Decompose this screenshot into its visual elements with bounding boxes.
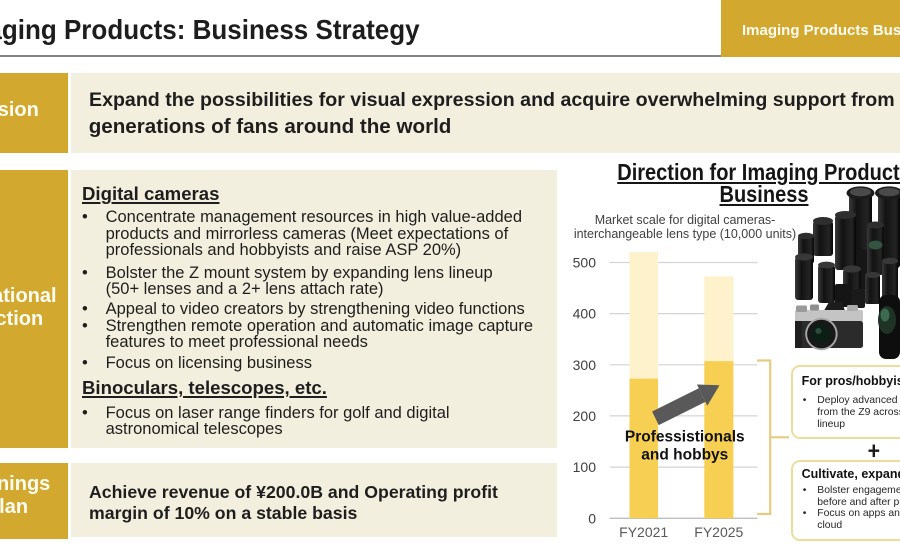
svg-text:500: 500 xyxy=(573,255,597,271)
svg-text:300: 300 xyxy=(573,357,597,373)
svg-text:100: 100 xyxy=(573,459,597,475)
svg-text:0: 0 xyxy=(588,510,596,526)
svg-text:and hobbys: and hobbys xyxy=(641,447,728,464)
svg-text:Professistionals: Professistionals xyxy=(625,429,745,446)
svg-text:400: 400 xyxy=(573,306,597,322)
svg-text:FY2021: FY2021 xyxy=(619,524,668,540)
svg-text:FY2025: FY2025 xyxy=(694,524,743,540)
svg-text:200: 200 xyxy=(573,408,597,424)
